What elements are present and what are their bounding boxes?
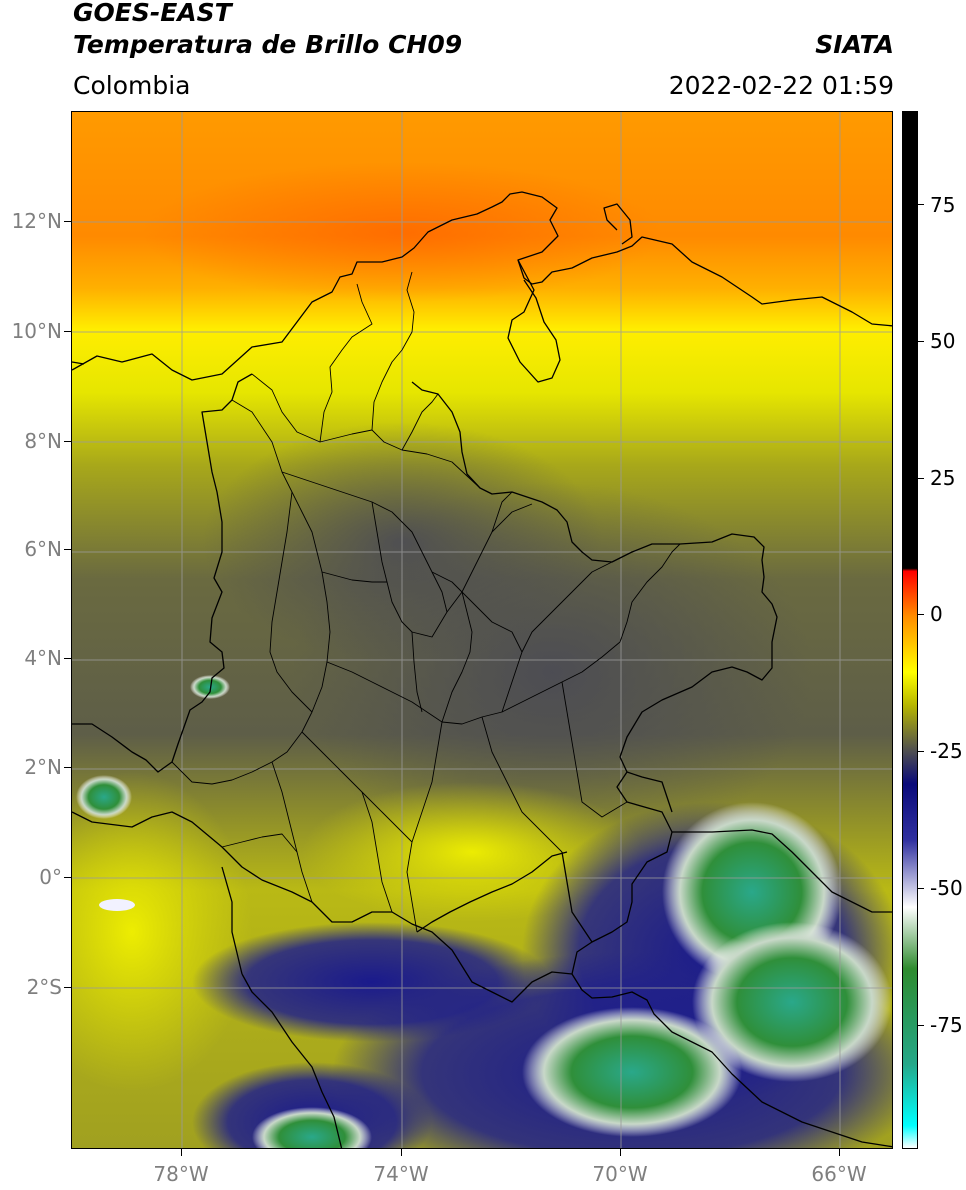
- lon-tick-mark: [401, 1149, 402, 1156]
- lat-tick-label: 6°N: [24, 537, 62, 561]
- colorbar-tick-label: 0: [930, 602, 943, 626]
- cloud-core-east-2: [692, 922, 892, 1082]
- warm-pacific-area: [72, 772, 252, 1092]
- colorbar-tick-mark: [918, 341, 924, 342]
- lat-tick-mark: [64, 441, 71, 442]
- lat-tick-mark: [64, 549, 71, 550]
- colorbar-tick-label: 50: [930, 329, 956, 353]
- lat-tick-label: 4°N: [24, 646, 62, 670]
- lat-tick-label: 2°N: [24, 755, 62, 779]
- lon-tick-mark: [839, 1149, 840, 1156]
- colorbar-tick-label: -25: [930, 739, 963, 763]
- cloud-core-south: [522, 1007, 742, 1137]
- lon-tick-mark: [181, 1149, 182, 1156]
- source-label: SIATA: [815, 30, 894, 59]
- cloud-core-pacific: [76, 775, 132, 819]
- lon-tick-label: 70°W: [592, 1162, 648, 1186]
- cloud-core-choco: [190, 675, 230, 699]
- cloud-core-southwest: [252, 1107, 372, 1148]
- lat-tick-mark: [64, 877, 71, 878]
- lat-tick-mark: [64, 987, 71, 988]
- lon-tick-label: 78°W: [153, 1162, 209, 1186]
- colorbar-tick-label: 25: [930, 466, 956, 490]
- lat-tick-mark: [64, 658, 71, 659]
- colorbar-tick-mark: [918, 478, 924, 479]
- colorbar-tick-mark: [918, 888, 924, 889]
- timestamp-label: 2022-02-22 01:59: [668, 71, 894, 100]
- colorbar: [902, 111, 918, 1149]
- region-label: Colombia: [73, 71, 191, 100]
- lat-tick-label: 2°S: [26, 975, 62, 999]
- convective-band: [192, 922, 552, 1042]
- colorbar-tick-label: -50: [930, 876, 963, 900]
- lat-tick-label: 12°N: [11, 209, 62, 233]
- map-panel: [71, 111, 893, 1149]
- lon-tick-label: 74°W: [373, 1162, 429, 1186]
- colorbar-tick-mark: [918, 751, 924, 752]
- convective-cloud-southwest: [192, 1062, 432, 1148]
- lat-tick-mark: [64, 221, 71, 222]
- lat-tick-label: 10°N: [11, 319, 62, 343]
- small-cloud-cell: [99, 899, 135, 911]
- department-boundaries: [171, 271, 681, 933]
- coastlines-and-borders: [72, 191, 892, 1148]
- lon-tick-label: 66°W: [811, 1162, 867, 1186]
- lat-tick-label: 8°N: [24, 429, 62, 453]
- colorbar-tick-mark: [918, 204, 924, 205]
- lon-tick-mark: [620, 1149, 621, 1156]
- colorbar-tick-mark: [918, 1025, 924, 1026]
- title-line-2: Temperatura de Brillo CH09: [73, 30, 463, 59]
- brightness-temperature-map: [72, 112, 892, 1148]
- title-line-1: GOES-EAST: [73, 0, 232, 27]
- colorbar-tick-label: -75: [930, 1013, 963, 1037]
- lat-tick-label: 0°: [39, 865, 62, 889]
- lat-tick-mark: [64, 767, 71, 768]
- lat-tick-mark: [64, 331, 71, 332]
- colorbar-tick-label: 75: [930, 193, 956, 217]
- colorbar-tick-mark: [918, 614, 924, 615]
